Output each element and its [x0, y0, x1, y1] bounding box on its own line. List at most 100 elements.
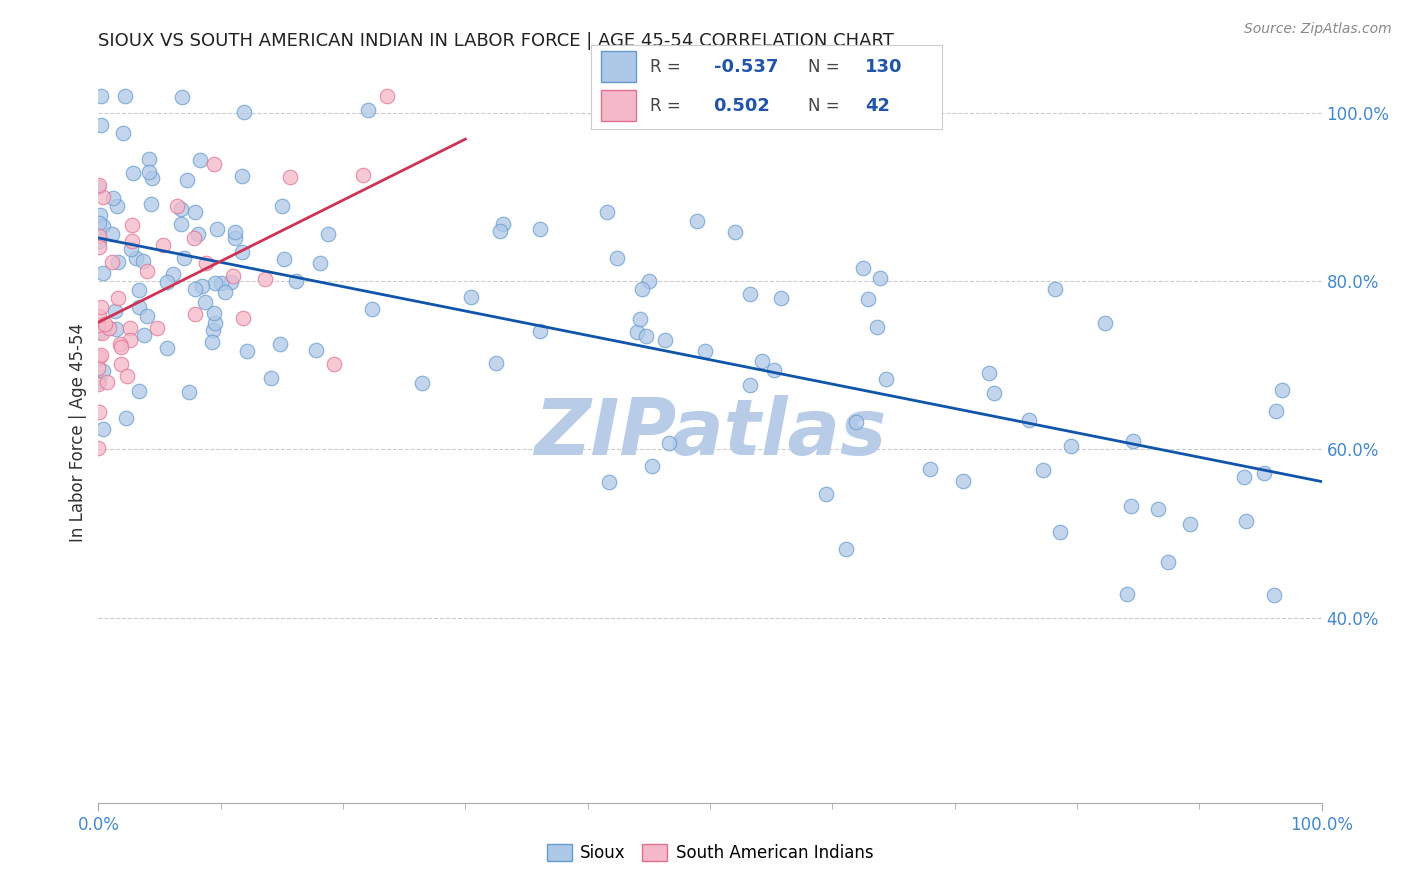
Point — [136, 310, 159, 324]
Point — [101, 191, 124, 205]
Point — [835, 542, 858, 557]
Point — [260, 370, 283, 384]
Point — [114, 411, 136, 425]
Point — [89, 234, 111, 248]
Point — [686, 214, 709, 228]
Point — [139, 197, 162, 211]
Point — [138, 165, 160, 179]
Point — [179, 385, 201, 400]
Point — [1122, 434, 1144, 449]
Point — [815, 486, 838, 500]
Point — [219, 276, 242, 290]
Point — [224, 231, 246, 245]
Point — [107, 291, 129, 305]
Point — [107, 254, 129, 268]
Point — [87, 239, 110, 253]
Point — [654, 334, 676, 348]
Bar — [602, 90, 636, 120]
Text: R =: R = — [650, 96, 681, 114]
Point — [460, 290, 482, 304]
Point — [193, 295, 215, 310]
Point — [184, 205, 207, 219]
Point — [90, 348, 112, 362]
Point — [1032, 463, 1054, 477]
Point — [110, 357, 132, 371]
Point — [232, 310, 254, 325]
Point — [204, 316, 226, 330]
Point — [128, 283, 150, 297]
Point — [411, 376, 433, 391]
Point — [122, 166, 145, 180]
Point — [155, 276, 177, 290]
Point — [184, 307, 207, 321]
Bar — [602, 52, 636, 82]
Point — [305, 343, 328, 357]
Point — [132, 327, 155, 342]
Point — [235, 343, 257, 358]
Point — [87, 351, 110, 365]
Point — [357, 103, 380, 118]
Point — [845, 415, 868, 429]
Point — [489, 224, 512, 238]
Point — [103, 303, 125, 318]
Point — [202, 157, 225, 171]
Point — [529, 222, 551, 236]
Point — [90, 89, 112, 103]
Point — [723, 225, 745, 239]
Text: SIOUX VS SOUTH AMERICAN INDIAN IN LABOR FORCE | AGE 45-54 CORRELATION CHART: SIOUX VS SOUTH AMERICAN INDIAN IN LABOR … — [98, 32, 894, 50]
Point — [740, 287, 762, 301]
Point — [869, 270, 891, 285]
Point — [631, 282, 654, 296]
Point — [1234, 514, 1257, 528]
Point — [89, 309, 111, 323]
Point — [112, 126, 135, 140]
Point — [201, 335, 224, 350]
Point — [118, 333, 141, 347]
Point — [770, 291, 793, 305]
Point — [89, 208, 111, 222]
Point — [132, 254, 155, 268]
Point — [740, 377, 762, 392]
Point — [222, 268, 245, 283]
Point — [209, 276, 232, 290]
Point — [204, 276, 226, 290]
Point — [952, 474, 974, 488]
Point — [641, 458, 664, 473]
Point — [598, 475, 620, 489]
Point — [121, 218, 143, 232]
Point — [110, 340, 132, 354]
Point — [1263, 588, 1285, 602]
Point — [138, 152, 160, 166]
Point — [1157, 555, 1180, 569]
Point — [634, 328, 657, 343]
Point — [233, 105, 256, 120]
Point — [152, 238, 174, 252]
Point — [117, 368, 139, 383]
Point — [97, 321, 120, 335]
Point — [875, 372, 897, 386]
Point — [91, 190, 114, 204]
Point — [118, 320, 141, 334]
Point — [87, 178, 110, 192]
Point — [1253, 466, 1275, 480]
Point — [114, 89, 136, 103]
Point — [91, 422, 114, 436]
Point — [183, 230, 205, 244]
Point — [1178, 516, 1201, 531]
Point — [201, 323, 224, 337]
Point — [141, 170, 163, 185]
Point — [285, 274, 308, 288]
Point — [91, 326, 114, 340]
Point — [87, 374, 110, 388]
Point — [983, 386, 1005, 401]
Text: 0.502: 0.502 — [713, 96, 770, 114]
Point — [104, 322, 127, 336]
Point — [162, 267, 184, 281]
Point — [91, 266, 114, 280]
Point — [316, 227, 339, 241]
Legend: Sioux, South American Indians: Sioux, South American Indians — [540, 837, 880, 869]
Point — [146, 321, 169, 335]
Point — [128, 384, 150, 398]
Point — [87, 376, 110, 391]
Point — [90, 118, 112, 132]
